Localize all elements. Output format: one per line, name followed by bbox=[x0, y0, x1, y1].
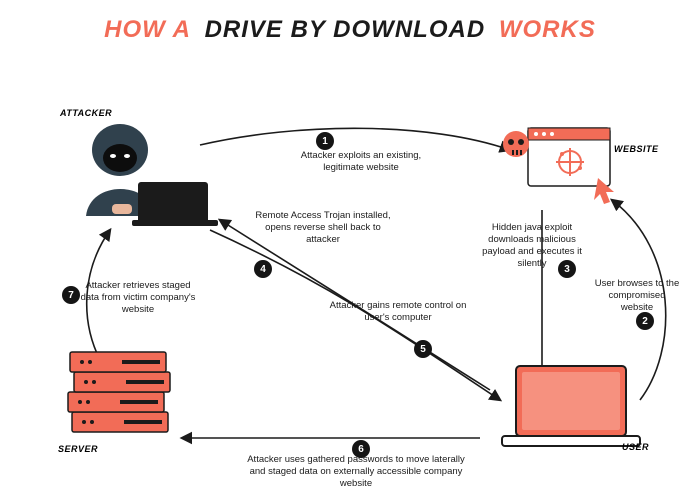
step-caption-4: Remote Access Trojan installed, opens re… bbox=[248, 210, 398, 246]
step-badge-1: 1 bbox=[316, 132, 334, 150]
step-caption-5: Attacker gains remote control on user's … bbox=[328, 300, 468, 324]
user-label: USER bbox=[622, 442, 649, 452]
title-pre: HOW A bbox=[104, 16, 191, 44]
title-mid: DRIVE BY DOWNLOAD bbox=[205, 16, 486, 44]
step-caption-2: User browses to the compromised website bbox=[592, 278, 682, 314]
title-post: WORKS bbox=[499, 16, 596, 44]
page-title: HOW A DRIVE BY DOWNLOAD WORKS bbox=[0, 0, 700, 50]
edge bbox=[200, 128, 510, 150]
diagram-stage: ATTACKER WEBSITE USER bbox=[0, 50, 700, 490]
server-icon bbox=[62, 342, 182, 452]
step-caption-1: Attacker exploits an existing, legitimat… bbox=[286, 150, 436, 174]
server-label: SERVER bbox=[58, 444, 98, 454]
step-badge-2: 2 bbox=[636, 312, 654, 330]
step-badge-5: 5 bbox=[414, 340, 432, 358]
attacker-icon bbox=[60, 120, 220, 230]
step-badge-4: 4 bbox=[254, 260, 272, 278]
website-label: WEBSITE bbox=[614, 144, 659, 154]
step-caption-3: Hidden java exploit downloads malicious … bbox=[472, 222, 592, 270]
step-caption-7: Attacker retrieves staged data from vict… bbox=[78, 280, 198, 316]
website-icon bbox=[500, 120, 620, 210]
attacker-label: ATTACKER bbox=[60, 108, 112, 118]
step-caption-6: Attacker uses gathered passwords to move… bbox=[246, 454, 466, 490]
